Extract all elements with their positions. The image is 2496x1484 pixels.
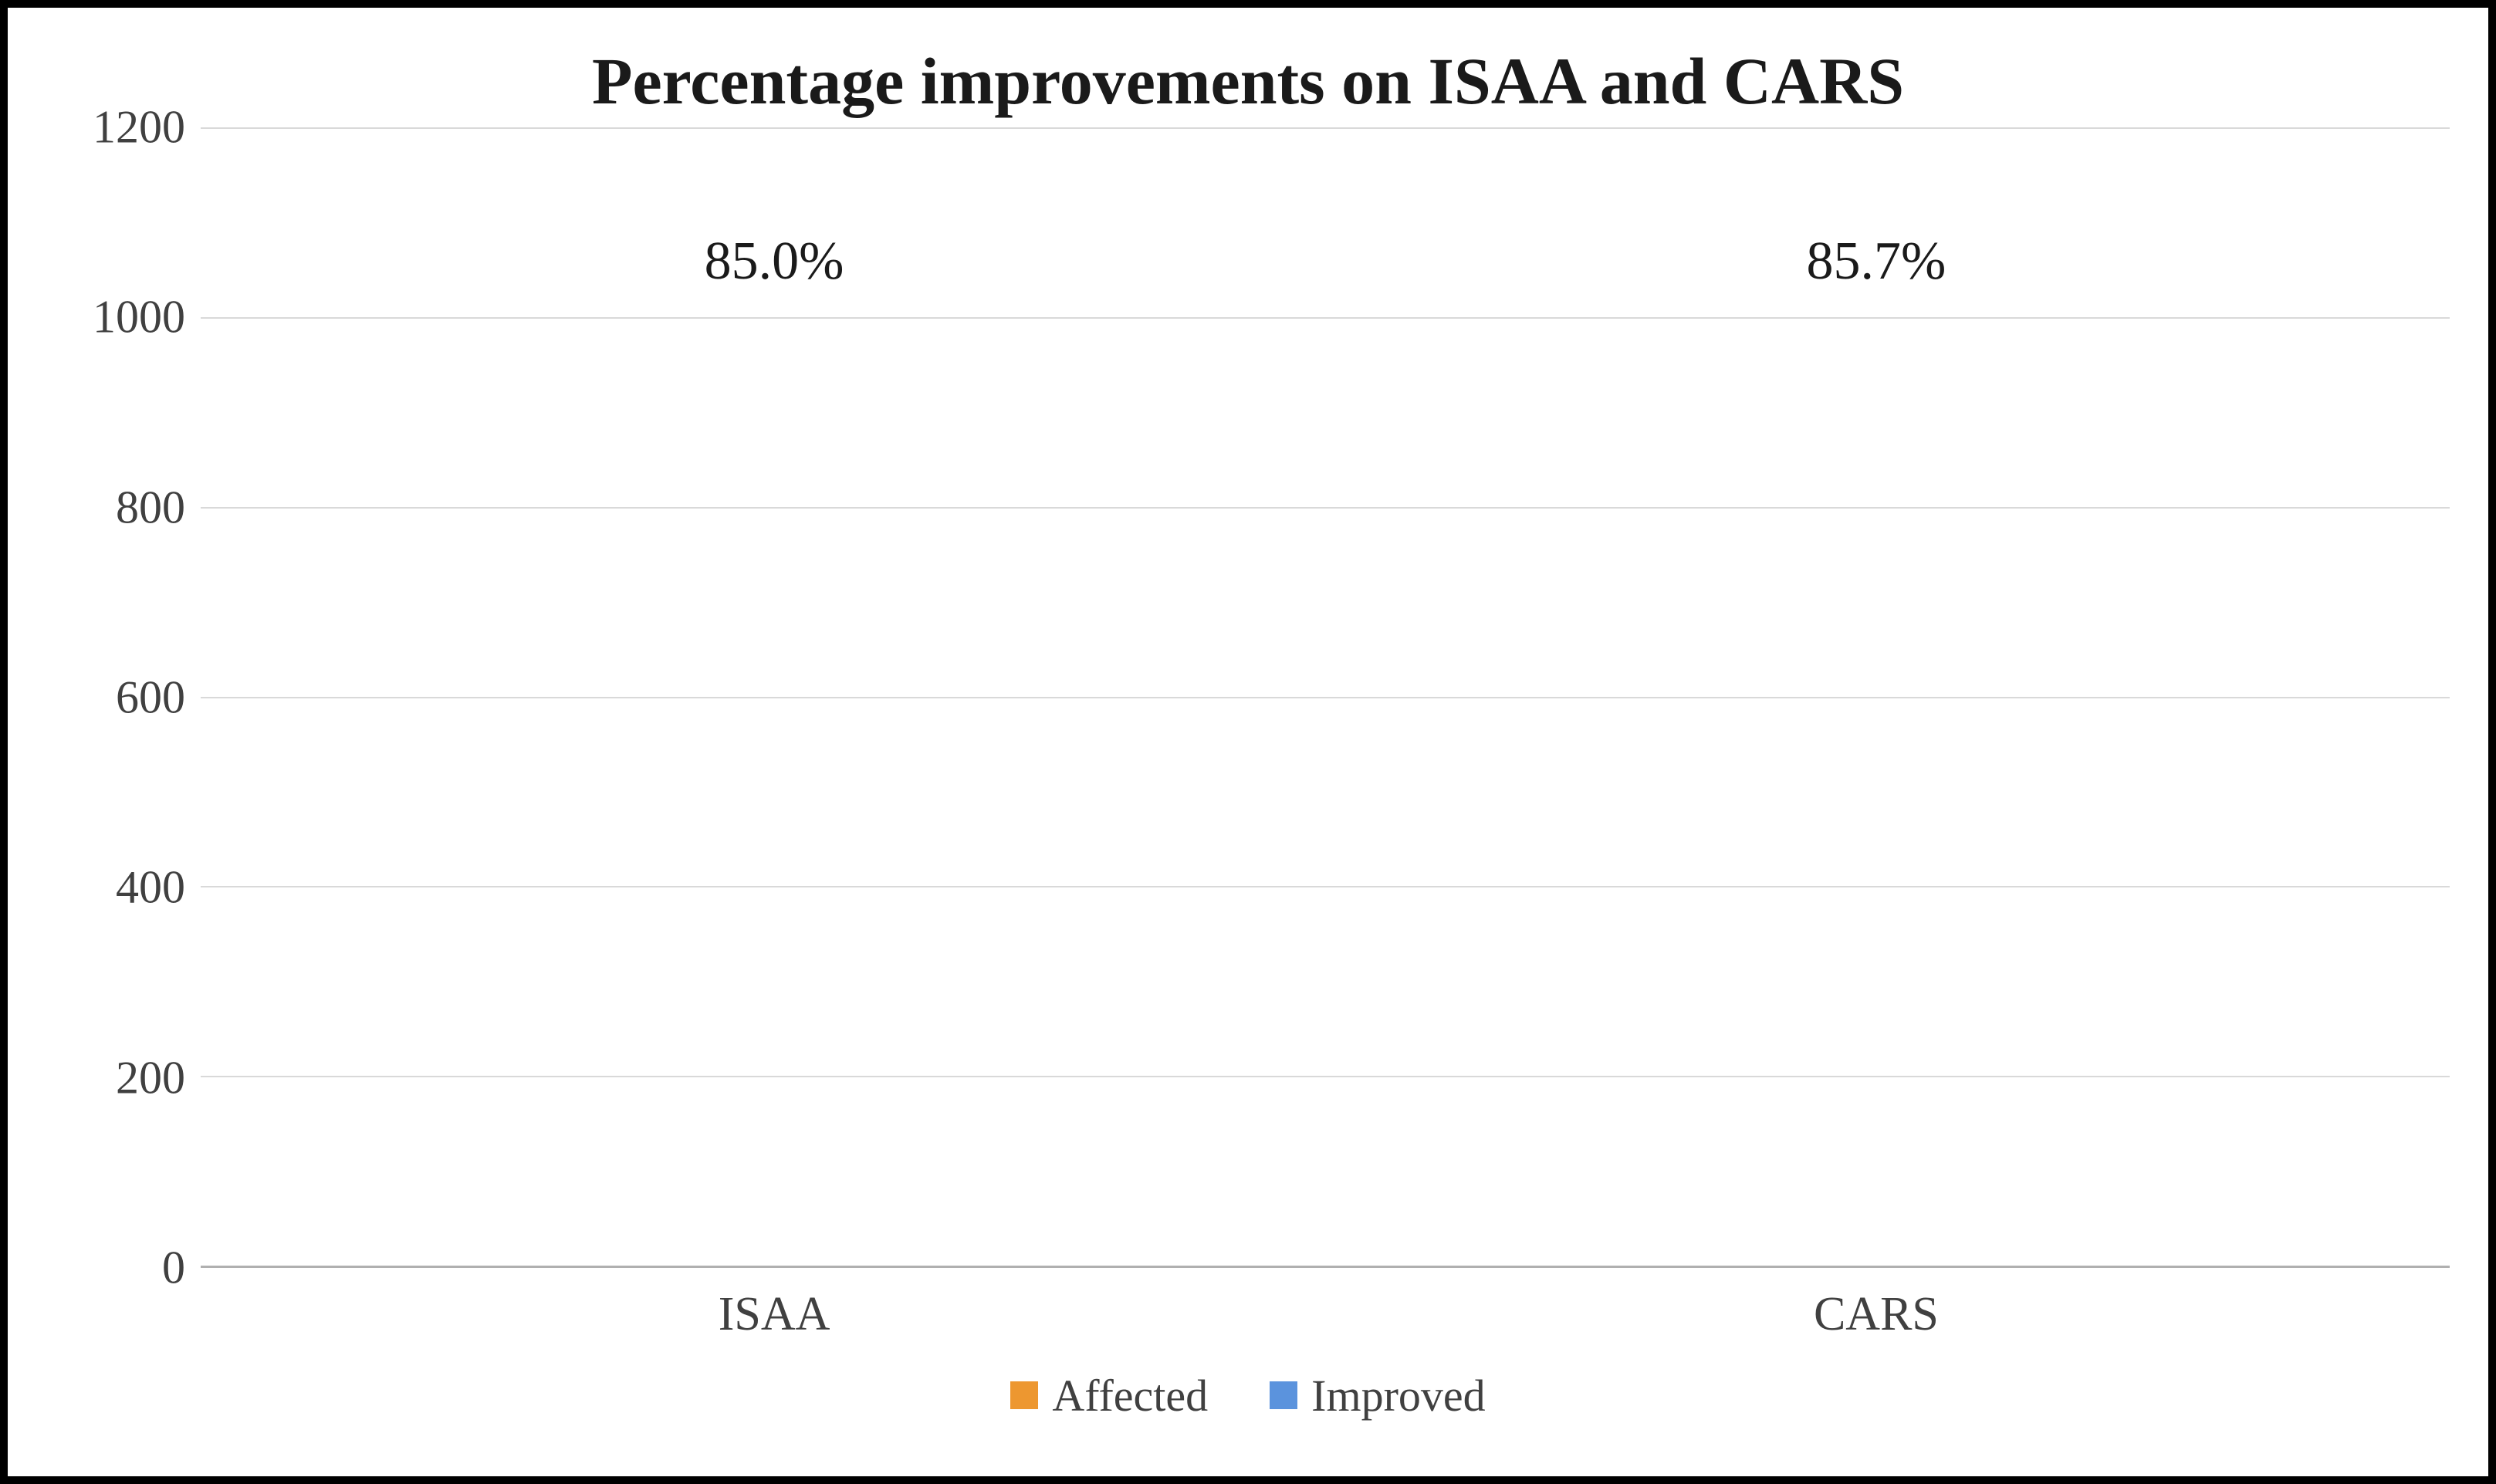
chart-frame: Percentage improvements on ISAA and CARS…: [0, 0, 2496, 1484]
legend-item: Improved: [1270, 1370, 1486, 1421]
legend-label: Improved: [1311, 1370, 1486, 1421]
y-tick-label: 1000: [93, 291, 185, 344]
x-tick-label: ISAA: [719, 1287, 830, 1342]
y-axis: 020040060080010001200: [46, 127, 201, 1268]
chart-body: 020040060080010001200 85.0%85.7% ISAACAR…: [46, 127, 2450, 1438]
gridline: [201, 697, 2450, 698]
legend-label: Affected: [1052, 1370, 1208, 1421]
data-label: 85.0%: [705, 231, 844, 292]
x-axis: ISAA CARS: [46, 1268, 2450, 1353]
plot-area: 85.0% 85.7%: [201, 127, 2450, 1268]
gridline: [201, 317, 2450, 319]
legend-swatch: [1270, 1381, 1297, 1409]
gridline: [201, 886, 2450, 887]
legend: Affected Improved: [46, 1353, 2450, 1438]
x-tick-label: CARS: [1814, 1287, 1939, 1342]
chart-title: Percentage improvements on ISAA and CARS: [46, 42, 2450, 120]
gridline: [201, 127, 2450, 129]
gridline: [201, 507, 2450, 509]
data-label: 85.7%: [1807, 231, 1946, 292]
plot-row: 020040060080010001200 85.0%85.7%: [46, 127, 2450, 1268]
y-tick-label: 0: [162, 1242, 185, 1295]
y-tick-label: 800: [116, 481, 185, 534]
y-tick-label: 400: [116, 861, 185, 914]
y-tick-label: 600: [116, 671, 185, 725]
y-tick-label: 200: [116, 1051, 185, 1104]
legend-item: Affected: [1010, 1370, 1208, 1421]
y-tick-label: 1200: [93, 101, 185, 154]
x-axis-inner: ISAA CARS: [201, 1268, 2450, 1353]
gridline: [201, 1076, 2450, 1077]
legend-swatch: [1010, 1381, 1038, 1409]
